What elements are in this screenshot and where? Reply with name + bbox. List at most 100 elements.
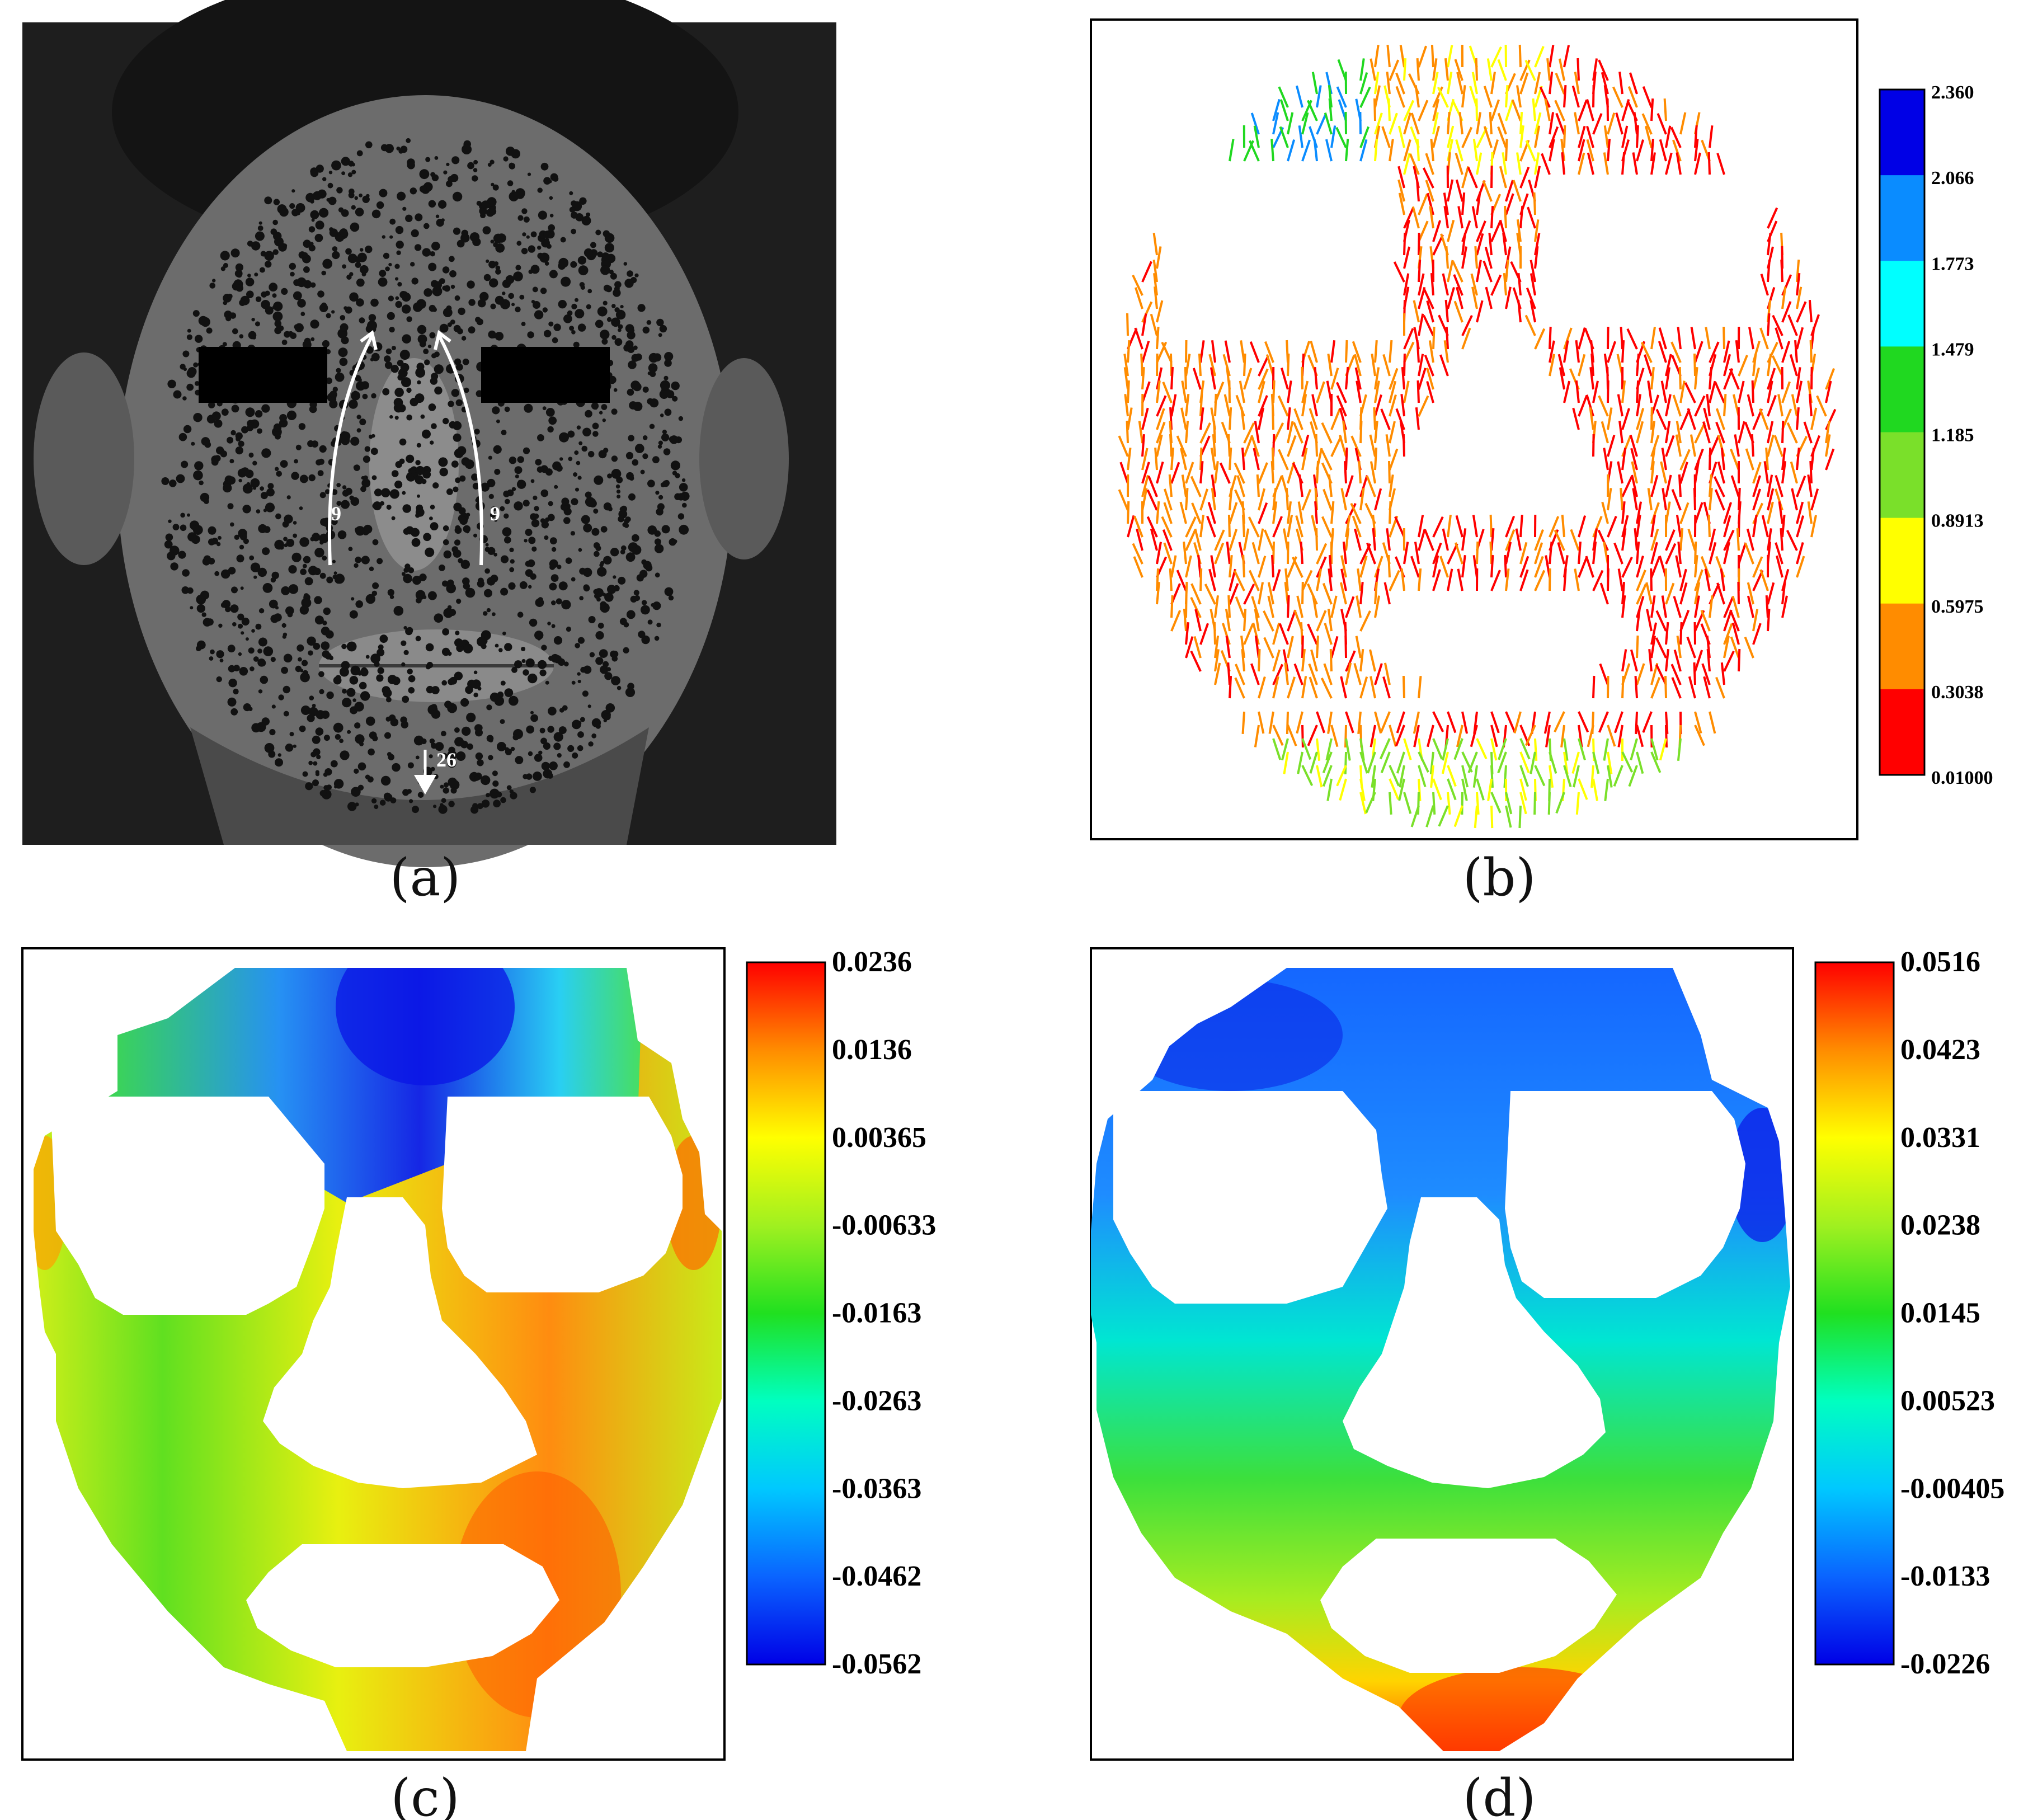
speckle-dot xyxy=(617,685,622,690)
vector-arrow xyxy=(1176,435,1187,457)
speckle-dot xyxy=(250,478,260,488)
speckle-dot xyxy=(654,544,664,553)
vector-arrow xyxy=(1418,778,1422,802)
speckle-dot xyxy=(559,457,563,461)
speckle-dot xyxy=(384,732,391,739)
vector-arrow xyxy=(1533,192,1536,215)
speckle-dot xyxy=(264,251,274,261)
vector-arrow xyxy=(1141,366,1145,390)
vector-arrow xyxy=(1476,778,1485,801)
speckle-dot xyxy=(632,543,637,548)
speckle-dot xyxy=(254,272,258,277)
speckle-dot xyxy=(357,762,366,771)
speckle-dot xyxy=(272,219,278,225)
vector-arrow xyxy=(1620,326,1623,350)
vector-arrow xyxy=(1752,367,1760,390)
speckle-dot xyxy=(265,502,275,512)
vector-arrow xyxy=(1617,568,1623,591)
vector-arrow xyxy=(1388,460,1391,484)
speckle-dot xyxy=(406,138,411,143)
speckle-dot xyxy=(664,587,674,596)
vector-arrow xyxy=(1505,711,1516,733)
vector-arrow xyxy=(1723,650,1735,672)
colorbar-tick-label: -0.0133 xyxy=(1900,1560,1990,1592)
speckle-dot xyxy=(496,791,502,798)
speckle-dot xyxy=(621,545,627,551)
speckle-dot xyxy=(431,742,437,749)
vector-arrow xyxy=(1147,476,1158,497)
speckle-dot xyxy=(500,506,505,511)
speckle-dot xyxy=(350,436,360,446)
vector-arrow xyxy=(1168,474,1173,497)
speckle-dot xyxy=(360,265,369,274)
speckle-dot xyxy=(401,640,407,646)
speckle-dot xyxy=(416,598,422,604)
vector-arrow xyxy=(1772,314,1783,336)
vector-arrow xyxy=(1345,515,1351,538)
vector-arrow xyxy=(1650,676,1661,699)
speckle-dot xyxy=(346,688,356,697)
speckle-dot xyxy=(419,169,430,180)
speckle-dot xyxy=(449,270,457,278)
colorbar-step xyxy=(1880,603,1924,690)
vector-arrow xyxy=(1592,380,1599,403)
vector-arrow xyxy=(1578,394,1588,417)
vector-arrow xyxy=(1161,341,1173,363)
vector-arrow xyxy=(1709,380,1716,403)
vector-arrow xyxy=(1389,394,1397,417)
speckle-dot xyxy=(383,688,392,698)
vector-arrow xyxy=(1442,528,1449,551)
speckle-dot xyxy=(310,319,319,329)
vector-arrow xyxy=(1607,341,1617,363)
speckle-dot xyxy=(656,318,664,327)
vector-arrow xyxy=(1389,765,1400,787)
vector-arrow xyxy=(1133,556,1143,578)
vector-arrow xyxy=(1729,610,1740,632)
vector-arrow xyxy=(1636,541,1640,565)
vector-arrow xyxy=(1190,650,1202,672)
vector-arrow xyxy=(1504,205,1507,229)
vector-arrow xyxy=(1374,421,1378,444)
speckle-dot xyxy=(476,390,483,397)
vector-arrow xyxy=(1694,725,1705,746)
speckle-dot xyxy=(308,474,316,482)
speckle-dot xyxy=(431,686,440,694)
speckle-dot xyxy=(613,575,617,579)
speckle-dot xyxy=(669,435,679,444)
vector-arrow xyxy=(1321,422,1333,444)
speckle-dot xyxy=(497,742,506,751)
vector-arrow xyxy=(1505,99,1514,121)
vector-arrow xyxy=(1309,408,1318,430)
speckle-dot xyxy=(326,197,331,202)
vector-arrow xyxy=(1563,84,1567,108)
speckle-dot xyxy=(407,762,414,769)
speckle-dot xyxy=(663,479,670,486)
vector-arrow xyxy=(1519,792,1527,815)
speckle-dot xyxy=(556,598,562,605)
speckle-dot xyxy=(531,519,540,528)
vector-arrow xyxy=(1575,380,1580,403)
vector-arrow xyxy=(1199,407,1204,430)
vector-arrow xyxy=(1183,608,1187,632)
vector-arrow xyxy=(1745,448,1754,471)
speckle-dot xyxy=(620,305,624,309)
speckle-dot xyxy=(495,332,504,341)
vector-arrow xyxy=(1555,73,1565,95)
speckle-dot xyxy=(374,488,382,497)
speckle-dot xyxy=(429,304,436,312)
speckle-dot xyxy=(455,525,460,531)
vector-arrow xyxy=(1650,98,1654,121)
speckle-dot xyxy=(586,212,591,217)
speckle-dot xyxy=(398,149,403,154)
vector-arrow xyxy=(1761,515,1769,538)
speckle-dot xyxy=(329,656,333,661)
vector-arrow xyxy=(1516,85,1522,108)
speckle-dot xyxy=(193,413,203,422)
speckle-dot xyxy=(514,466,523,474)
speckle-dot xyxy=(410,262,415,267)
vector-arrow xyxy=(1359,488,1365,511)
speckle-dot xyxy=(571,680,576,685)
vector-arrow xyxy=(1272,676,1279,699)
speckle-dot xyxy=(347,253,357,264)
speckle-dot xyxy=(229,312,237,319)
